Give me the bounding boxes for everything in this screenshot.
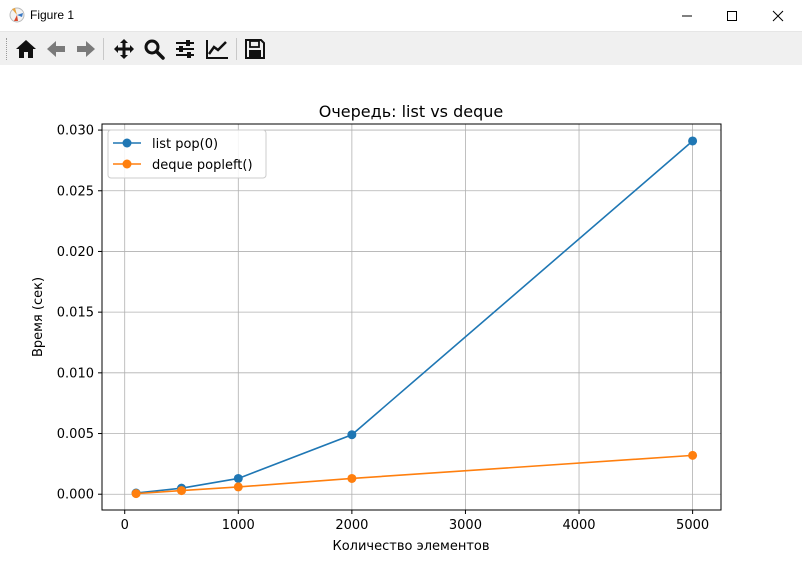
y-tick-label: 0.020 [57,245,94,260]
pan-button[interactable] [111,36,137,62]
y-tick-label: 0.015 [57,306,94,321]
data-point [688,450,698,460]
x-axis-label: Количество элементов [332,539,489,554]
edit-axis-icon [206,40,228,59]
configure-icon [176,40,194,58]
data-point [233,473,243,483]
forward-icon [77,41,95,57]
x-tick-label: 5000 [676,518,709,533]
edit-axis-button[interactable] [204,36,230,62]
window-titlebar: Figure 1 [0,0,802,32]
legend-label-list: list pop(0) [152,137,218,152]
y-tick-label: 0.010 [57,366,94,381]
toolbar-separator [103,38,104,60]
forward-button[interactable] [73,36,99,62]
y-axis-label: Время (сек) [31,277,46,357]
save-button[interactable] [242,36,268,62]
chart-title: Очередь: list vs deque [319,102,503,121]
home-button[interactable] [13,36,39,62]
close-button[interactable] [755,0,801,31]
y-tick-label: 0.005 [57,427,94,442]
minimize-button[interactable] [664,0,710,31]
pan-icon [114,39,134,59]
maximize-button[interactable] [709,0,755,31]
data-point [233,482,243,492]
maximize-icon [727,10,737,21]
legend-marker-list [122,138,132,148]
window-title: Figure 1 [30,8,75,22]
legend: list pop(0) deque popleft() [107,129,267,179]
home-icon [16,40,36,58]
y-tick-label: 0.025 [57,184,94,199]
x-tick-label: 1000 [222,518,255,533]
zoom-button[interactable] [141,36,167,62]
axes-frame [101,123,722,511]
x-tick-label: 3000 [449,518,482,533]
save-icon [245,39,265,59]
data-point [131,489,141,499]
close-icon [772,10,784,21]
app-icon [9,7,25,23]
data-point [688,136,698,146]
legend-label-deque: deque popleft() [152,158,253,173]
x-tick-label: 2000 [335,518,368,533]
legend-box [107,129,267,179]
y-tick-label: 0.000 [57,488,94,503]
legend-marker-deque [122,159,132,169]
figure-canvas: 0 1000 2000 3000 4000 5000 0.000 0.005 0.010 0.01… [0,66,802,566]
x-tick-label: 0 [121,518,129,533]
x-tick-label: 4000 [562,518,595,533]
data-point [347,473,357,483]
data-point [347,430,357,440]
back-icon [47,41,65,57]
chart: 0 1000 2000 3000 4000 5000 0.000 0.005 0.010 0.01… [31,102,722,554]
minimize-icon [682,15,692,16]
back-button[interactable] [43,36,69,62]
y-tick-label: 0.030 [57,124,94,139]
toolbar-separator [236,38,237,60]
configure-subplots-button[interactable] [172,36,198,62]
navigation-toolbar [0,32,802,65]
zoom-icon [144,39,165,60]
toolbar-grip [6,38,9,60]
data-point [177,486,187,496]
plot-area [102,124,721,510]
